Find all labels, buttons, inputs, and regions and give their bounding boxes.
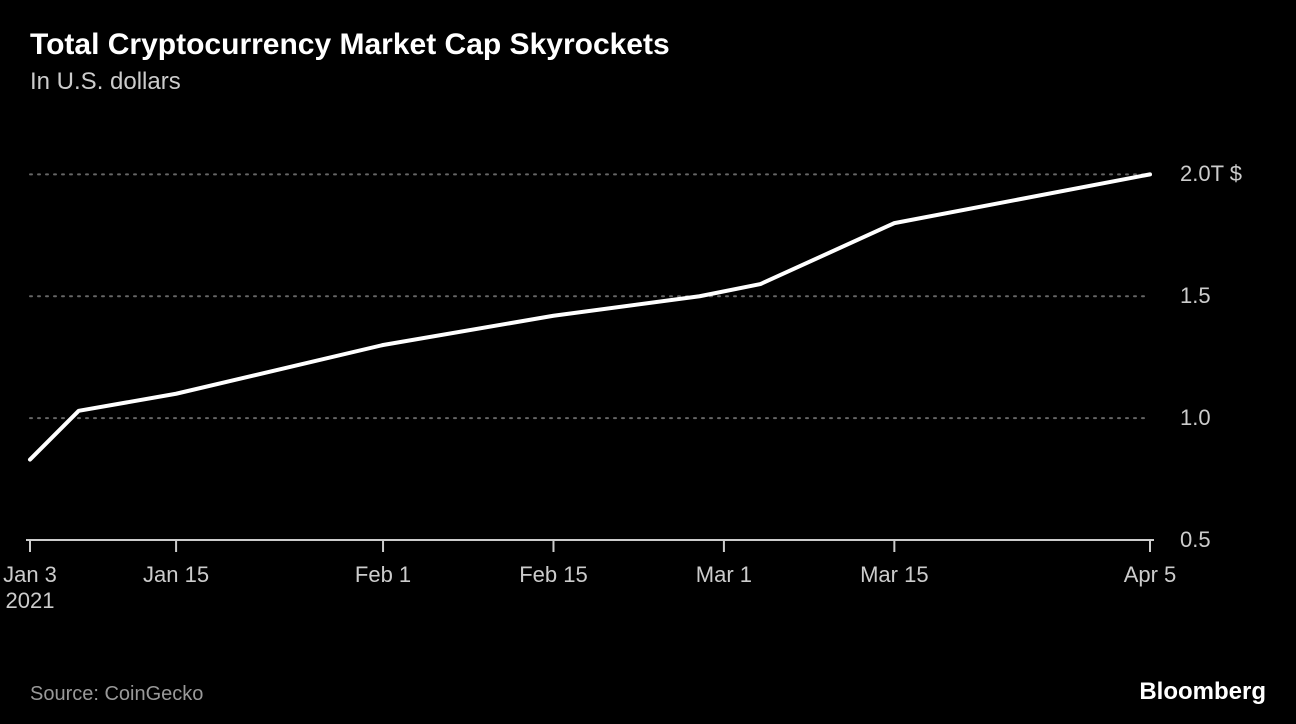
chart-container: Total Cryptocurrency Market Cap Skyrocke…	[0, 0, 1296, 724]
brand-text: Bloomberg	[1139, 678, 1266, 706]
x-tick-label: Jan 15	[143, 562, 209, 588]
y-tick-label: 1.0	[1180, 405, 1211, 431]
source-text: Source: CoinGecko	[30, 683, 203, 706]
x-tick-label: Feb 1	[355, 562, 411, 588]
chart-svg	[0, 0, 1296, 724]
chart-plot-area: 0.5 1.0 1.5 2.0T $ Jan 32021 Jan 15 Feb 1 Feb …	[0, 0, 1296, 724]
y-tick-label: 1.5	[1180, 283, 1211, 309]
x-tick-label: Mar 15	[860, 562, 928, 588]
y-tick-label: 2.0T $	[1180, 161, 1242, 187]
x-tick-label: Jan 32021	[3, 562, 57, 614]
x-tick-label: Feb 15	[519, 562, 588, 588]
y-tick-label: 0.5	[1180, 527, 1211, 553]
x-tick-label: Apr 5	[1124, 562, 1177, 588]
chart-footer: Source: CoinGecko Bloomberg	[30, 678, 1266, 706]
x-tick-label: Mar 1	[696, 562, 752, 588]
